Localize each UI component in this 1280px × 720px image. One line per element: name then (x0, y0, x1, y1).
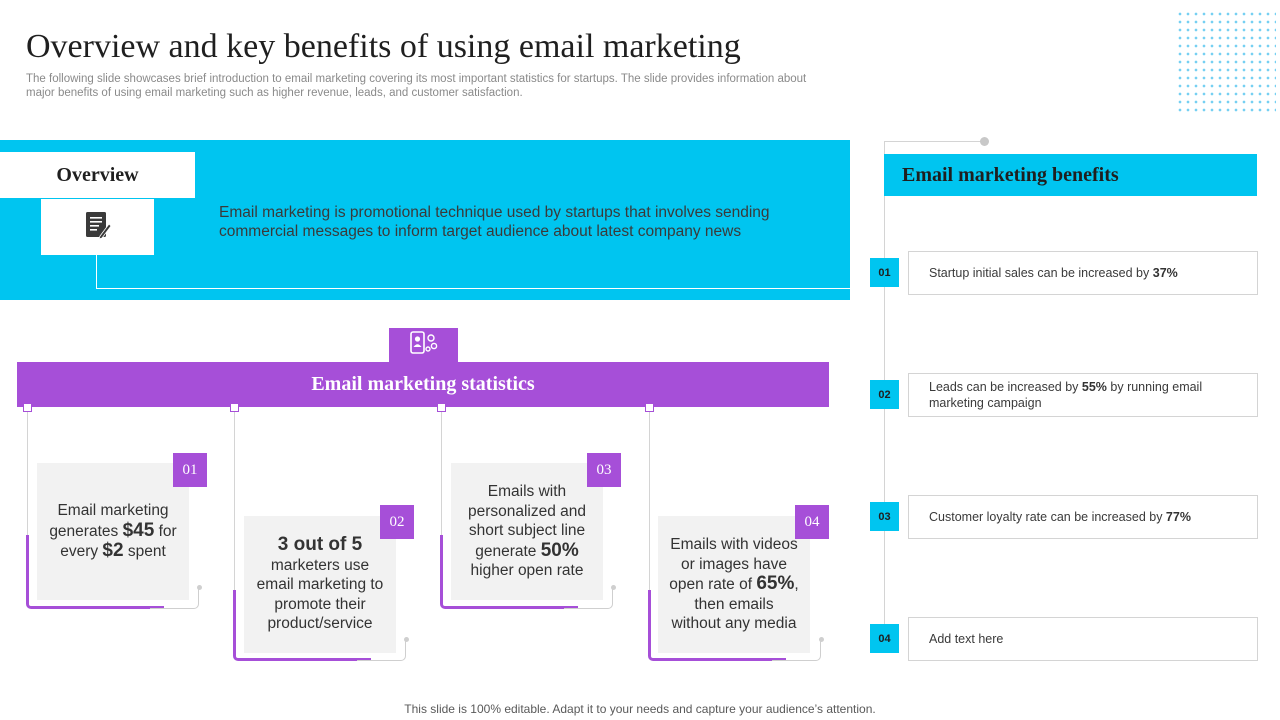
frame-end-dot (611, 585, 616, 590)
page-subtitle: The following slide showcases brief intr… (26, 73, 807, 99)
overview-icon-box (41, 199, 154, 255)
stat-number-badge: 01 (173, 453, 207, 487)
card-frame-accent (233, 590, 371, 661)
stat-marker (437, 403, 446, 412)
stat-connector-line (234, 407, 235, 592)
benefits-end-dot (980, 137, 989, 146)
overview-text: Email marketing is promotional technique… (219, 204, 770, 240)
stat-marker (23, 403, 32, 412)
stat-number-badge: 02 (380, 505, 414, 539)
benefit-number-badge: 04 (870, 624, 899, 653)
email-contact-icon (409, 330, 439, 360)
frame-end-dot (819, 637, 824, 642)
stat-text: Emails with videos or images have open r… (669, 536, 799, 633)
stat-text: Emails with personalized and short subje… (467, 483, 587, 580)
stats-icon-box (389, 328, 458, 362)
card-frame-accent (26, 535, 164, 609)
stat-connector-line (649, 407, 650, 592)
stat-text: Email marketing generates $45 for every … (49, 502, 177, 562)
benefit-item-3: Customer loyalty rate can be increased b… (908, 495, 1258, 539)
stat-number-badge: 04 (795, 505, 829, 539)
stat-card-4: Emails with videos or images have open r… (658, 516, 810, 653)
benefit-item-2: Leads can be increased by 55% by running… (908, 373, 1258, 417)
card-frame-line (564, 588, 613, 609)
stat-card-3: Emails with personalized and short subje… (451, 463, 603, 600)
stat-card-1: Email marketing generates $45 for every … (37, 463, 189, 600)
benefits-title: Email marketing benefits (884, 154, 1257, 196)
stat-number-badge: 03 (587, 453, 621, 487)
stat-card-2: 3 out of 5 marketers use email marketing… (244, 516, 396, 653)
card-frame-accent (648, 590, 786, 661)
stat-marker (645, 403, 654, 412)
benefits-top-line (884, 141, 984, 142)
benefit-item-1: Startup initial sales can be increased b… (908, 251, 1258, 295)
page-title: Overview and key benefits of using email… (26, 28, 741, 65)
overview-label: Overview (0, 152, 195, 198)
frame-end-dot (404, 637, 409, 642)
benefit-item-4[interactable]: Add text here (908, 617, 1258, 661)
benefit-number-badge: 01 (870, 258, 899, 287)
card-frame-accent (440, 535, 578, 609)
card-frame-line (150, 588, 199, 609)
overview-frame-line (96, 255, 850, 289)
card-frame-line (357, 640, 406, 661)
decorative-dot-pattern (1176, 10, 1276, 114)
benefit-number-badge: 02 (870, 380, 899, 409)
stat-connector-line (441, 407, 442, 537)
stat-marker (230, 403, 239, 412)
stats-title: Email marketing statistics (17, 362, 829, 407)
footer-note: This slide is 100% editable. Adapt it to… (404, 702, 876, 716)
card-frame-line (772, 640, 821, 661)
stat-text: 3 out of 5 marketers use email marketing… (256, 534, 384, 633)
document-icon (84, 210, 112, 245)
stat-connector-line (27, 407, 28, 537)
frame-end-dot (197, 585, 202, 590)
benefit-number-badge: 03 (870, 502, 899, 531)
